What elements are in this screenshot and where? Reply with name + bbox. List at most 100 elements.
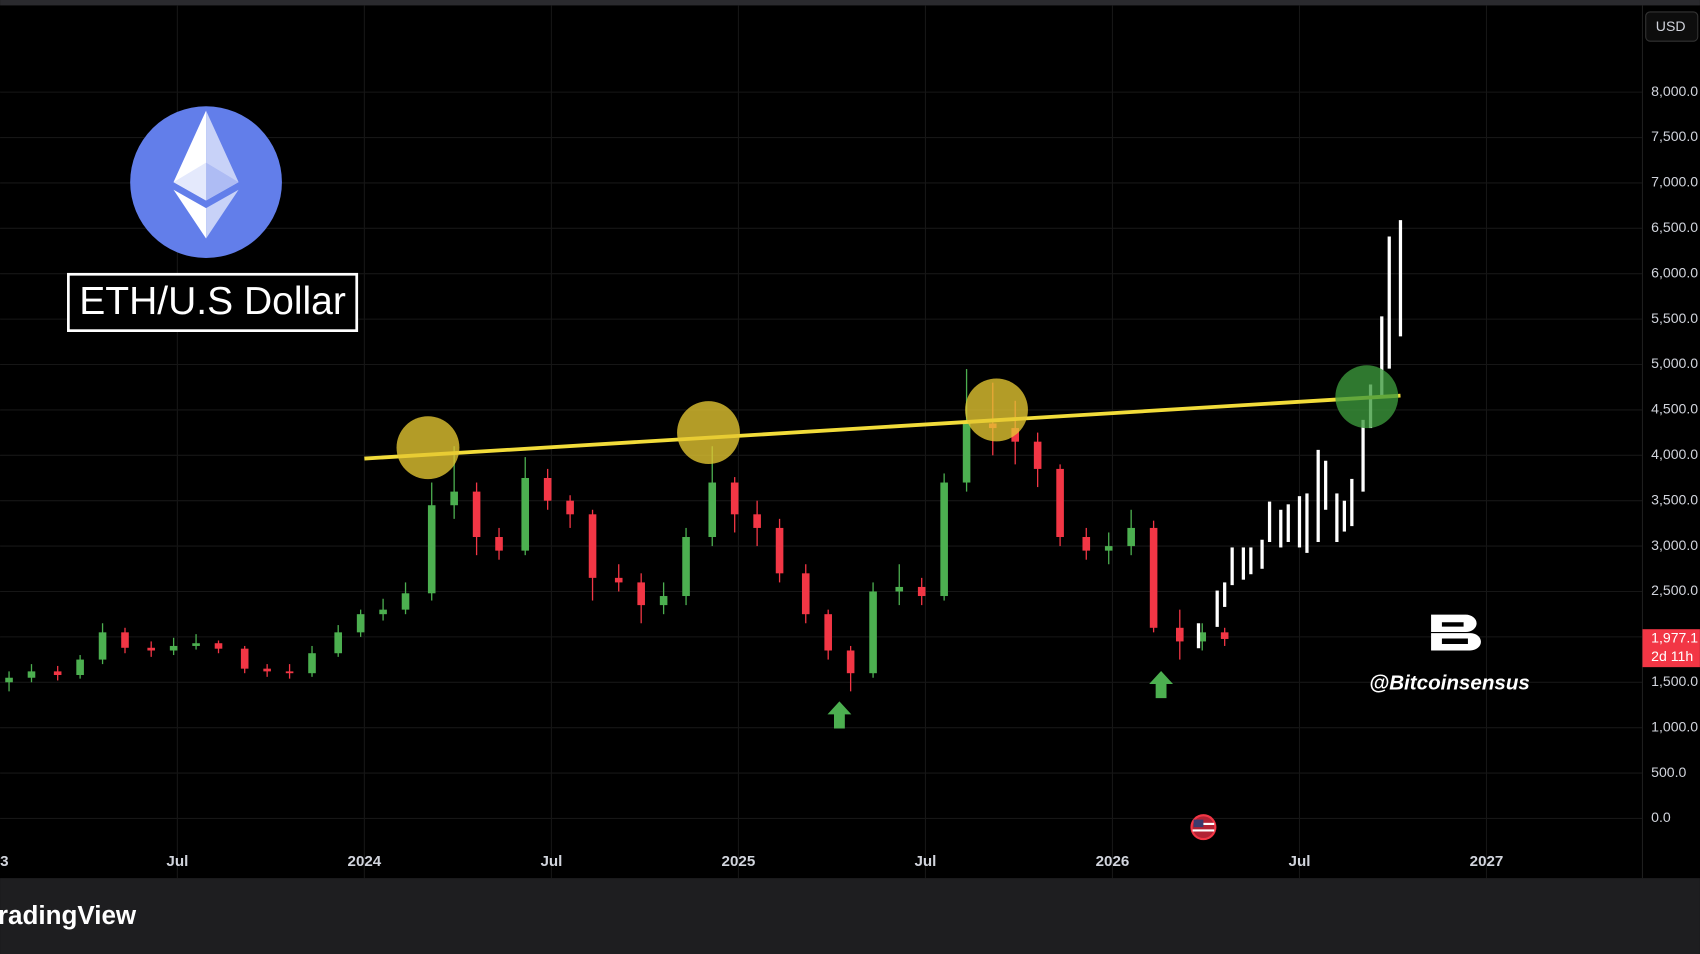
candle-body [169,645,178,651]
x-tick-label: Jul [166,853,188,870]
candle-body [1175,627,1184,642]
candle-body [940,482,948,597]
y-axis: 0.0500.01,000.01,500.02,000.02,500.03,00… [1642,83,1700,825]
candle-body [614,577,623,583]
title-box [67,272,359,333]
candle-body [1149,527,1158,628]
x-tick-label: Jul [540,853,562,870]
x-axis: 3 Jul 2024 Jul 2025 Jul 2026 Jul 2027 [0,853,1503,870]
grid [0,5,1643,879]
highlight-circle [677,401,740,465]
candle-body [801,573,810,615]
y-tick-label: 5,000.0 [1651,355,1698,371]
currency-label: USD [1656,18,1686,34]
candle-body [753,514,761,528]
y-tick-label: 4,500.0 [1651,401,1698,417]
x-tick-label: Jul [914,853,936,870]
candle-body [27,671,36,678]
candle-body [895,586,904,592]
candle-body [543,477,552,501]
candle-body [962,423,971,483]
x-tick-label: 2025 [722,853,756,870]
candle-body [1198,632,1207,642]
candle-body [192,643,200,646]
highlight-circle [965,378,1028,442]
candle-body [588,514,597,578]
candle-body [1104,546,1113,551]
y-tick-label: 8,000.0 [1651,83,1698,99]
candle-body [263,668,271,672]
y-tick-label: 7,500.0 [1651,128,1698,144]
y-tick-label: 500.0 [1651,764,1686,780]
y-tick-label: 6,000.0 [1651,264,1698,280]
candle-body [308,653,316,674]
y-tick-label: 7,000.0 [1651,174,1698,190]
y-tick-label: 0.0 [1651,809,1671,825]
top-bar [0,0,1700,6]
candle-body [846,650,855,674]
chart-title: ETH/U.S Dollar [79,280,346,323]
trendline [364,393,1401,461]
watermark-logo [1431,614,1481,651]
x-tick-label: 2024 [348,853,382,870]
highlight-circle [1335,365,1399,429]
watermark: @Bitcoinsensus [1369,671,1530,694]
candle-body [98,632,107,660]
candle-body [637,582,645,606]
plot [5,220,1403,729]
x-tick-label: 3 [0,853,8,870]
candle-body [1220,632,1229,639]
candle-body [121,632,129,648]
candle-body [285,671,294,674]
candle-body [824,614,832,651]
signal-arrow [827,701,852,729]
candle-body [495,537,503,551]
x-tick-label: 2027 [1470,853,1504,870]
candle-body [869,591,877,674]
candle-body [1056,468,1064,538]
candle-body [1082,537,1091,551]
candle-body [521,477,530,551]
candle-body [379,609,387,615]
y-tick-label: 1,000.0 [1651,718,1698,734]
candle-body [240,648,249,669]
candle-body [730,482,739,515]
brand: radingView [0,900,137,930]
candle-body [682,537,690,597]
currency-button[interactable] [1645,11,1699,42]
last-price-box [1642,629,1700,668]
x-tick-label: 2026 [1096,853,1130,870]
eth-logo [130,106,282,259]
candle-body [53,671,62,676]
event-marker[interactable] [1190,814,1217,841]
candle-body [917,586,926,597]
last-price-label: 1,977.1 [1651,630,1698,646]
y-tick-label: 2,500.0 [1651,582,1698,598]
candle-body [566,500,574,515]
candle-body [5,677,13,683]
y-tick-label: 3,000.0 [1651,537,1698,553]
signal-arrow [1149,670,1174,699]
y-tick-label: 6,500.0 [1651,219,1698,235]
footer [0,878,1700,954]
candle-body [334,632,342,654]
x-tick-label: Jul [1289,853,1311,870]
y-tick-label: 4,000.0 [1651,446,1698,462]
candle-body [659,596,668,606]
candle-body [356,614,365,633]
candle-body [401,593,410,610]
candle-body [1127,527,1135,547]
candle-body [1033,441,1042,469]
candle-body [708,482,717,538]
candle-body [76,659,84,676]
candle-body [775,527,784,574]
y-tick-label: 1,500.0 [1651,673,1698,689]
candle-body [450,491,458,506]
candle-body [214,643,223,649]
y-tick-label: 3,500.0 [1651,491,1698,507]
highlight-circle [396,416,460,480]
